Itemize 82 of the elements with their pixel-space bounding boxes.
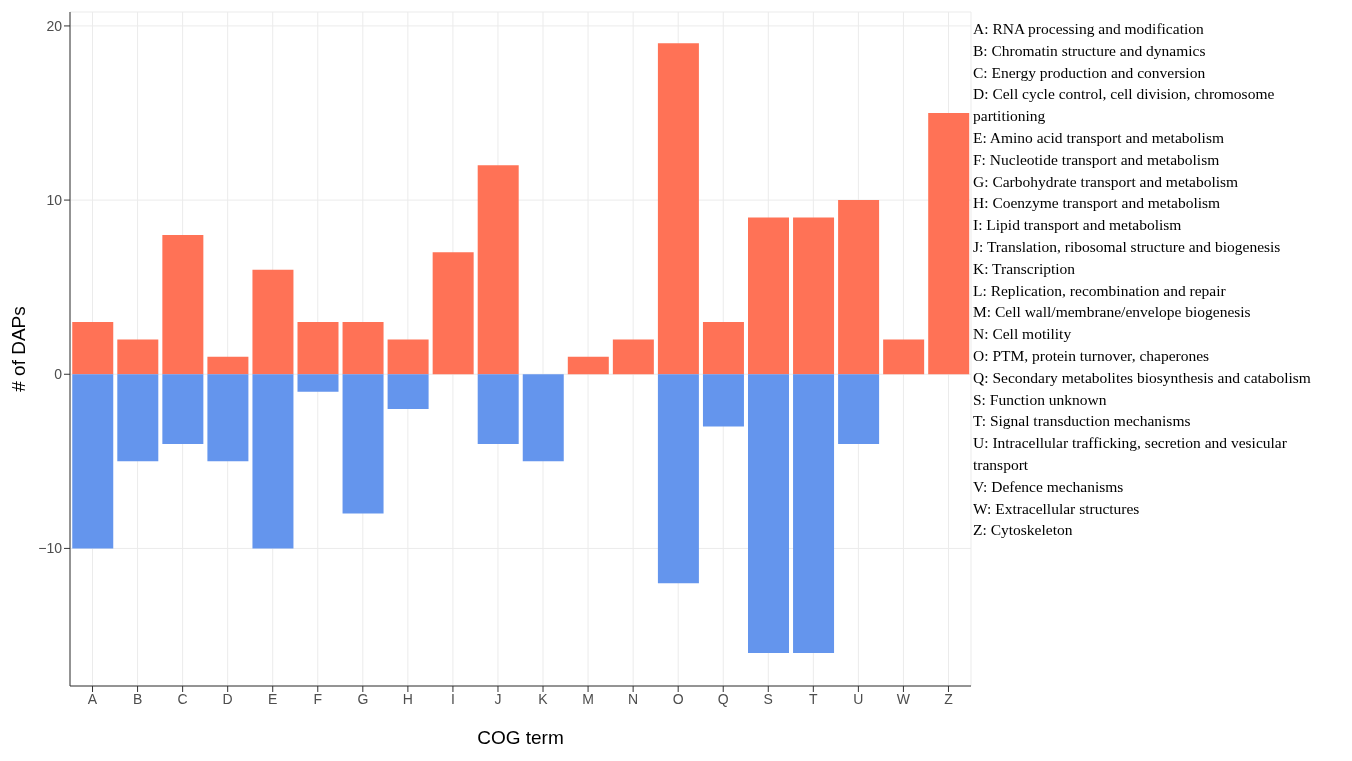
text: Z: Cytoskeleton xyxy=(973,520,1074,541)
bar xyxy=(748,374,789,653)
bar xyxy=(838,200,880,375)
x-tick-label: N xyxy=(628,690,639,707)
x-tick-label: S xyxy=(763,690,773,707)
bar xyxy=(657,374,699,584)
x-tick-label: E xyxy=(268,690,278,707)
text: U: Intracellular trafficking, secretion and vesicular transport xyxy=(973,433,1288,475)
bar xyxy=(793,374,835,653)
x-tick-label: Q xyxy=(717,690,729,707)
text: O: PTM, protein turnover, chaperones xyxy=(973,345,1211,366)
text: N: Cell motility xyxy=(973,324,1073,345)
bar xyxy=(522,374,564,462)
bar xyxy=(612,339,654,375)
bar xyxy=(883,339,925,375)
bar xyxy=(117,374,159,462)
bar xyxy=(207,374,249,462)
x-tick-label: H xyxy=(402,690,413,707)
text: M: Cell wall/membrane/envelope biogenesis xyxy=(973,302,1252,323)
text: S: Function unknown xyxy=(973,389,1108,410)
x-tick-label: A xyxy=(87,690,98,707)
x-tick-label: G xyxy=(357,690,369,707)
bar xyxy=(72,374,114,549)
bar xyxy=(477,165,519,375)
x-tick-label: J xyxy=(494,690,502,707)
bar xyxy=(252,269,294,375)
text: V: Defence mechanisms xyxy=(973,476,1125,497)
bar xyxy=(928,113,970,375)
x-tick-label: O xyxy=(672,690,684,707)
bar xyxy=(838,374,880,444)
text: K: Transcription xyxy=(973,258,1077,279)
text: G: Carbohydrate transport and metabolism xyxy=(973,171,1240,192)
x-tick-label: W xyxy=(896,690,911,707)
x-tick-label: I xyxy=(450,690,455,707)
x-tick-label: M xyxy=(582,690,594,707)
bar xyxy=(297,322,339,375)
x-tick-label: F xyxy=(313,690,323,707)
text: L: Replication, recombination and repair xyxy=(973,280,1227,301)
text: F: Nucleotide transport and metabolism xyxy=(973,149,1221,170)
bar xyxy=(207,356,249,375)
text: J: Translation, ribosomal structure and biogenesis xyxy=(973,236,1282,257)
y-tick-label: 10 xyxy=(46,192,63,209)
bar xyxy=(252,374,294,549)
y-tick-label: 0 xyxy=(54,366,63,383)
bar xyxy=(72,322,114,375)
x-tick-label: K xyxy=(538,690,549,707)
text: I: Lipid transport and metabolism xyxy=(973,215,1183,236)
text: B: Chromatin structure and dynamics xyxy=(973,40,1207,61)
text: C: Energy production and conversion xyxy=(973,62,1207,83)
bar xyxy=(342,374,384,514)
x-tick-label: T xyxy=(809,690,819,707)
bar xyxy=(117,339,159,375)
bar xyxy=(477,374,519,444)
text: Q: Secondary metabolites biosynthesis and catabolism xyxy=(973,367,1312,388)
bar xyxy=(162,234,204,375)
bar xyxy=(432,252,474,375)
bar xyxy=(657,43,699,375)
bar xyxy=(387,374,429,410)
x-tick-label: U xyxy=(853,690,864,707)
bar xyxy=(702,322,744,375)
x-axis-title: COG term xyxy=(477,727,564,748)
y-axis-title: # of DAPs xyxy=(7,306,29,392)
text: H: Coenzyme transport and metabolism xyxy=(973,193,1222,214)
text: W: Extracellular structures xyxy=(973,498,1141,519)
text: T: Signal transduction mechanisms xyxy=(973,411,1192,432)
bar xyxy=(162,374,204,444)
y-tick-label: 20 xyxy=(46,17,63,34)
x-tick-label: D xyxy=(222,690,233,707)
bar xyxy=(387,339,429,375)
bar xyxy=(793,217,835,375)
bar xyxy=(297,374,339,392)
bar xyxy=(748,217,789,375)
x-tick-label: C xyxy=(177,690,188,707)
bar xyxy=(342,322,384,375)
text: E: Amino acid transport and metabolism xyxy=(973,128,1225,148)
x-tick-label: B xyxy=(132,690,143,707)
text: A: RNA processing and modification xyxy=(973,19,1205,39)
bar xyxy=(702,374,744,427)
y-tick-label: −10 xyxy=(38,540,63,557)
x-tick-label: Z xyxy=(944,690,954,707)
bar xyxy=(567,356,609,375)
text: D: Cell cycle control, cell division, chromosome partitioning xyxy=(973,84,1276,127)
